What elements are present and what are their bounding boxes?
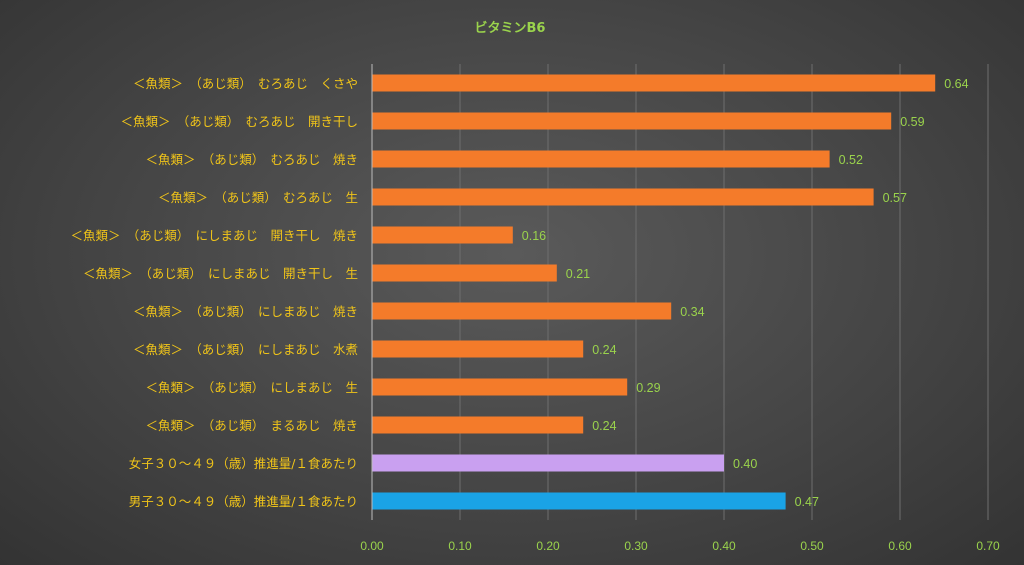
bar [372,188,874,206]
x-tick-label: 0.10 [448,539,472,553]
bar [372,74,936,92]
bar [372,112,892,130]
category-label: ＜魚類＞ （あじ類） むろあじ 焼き [145,152,358,167]
bars [372,74,936,510]
bar [372,416,584,434]
category-label: ＜魚類＞ （あじ類） にしまあじ 開き干し 生 [83,266,358,281]
category-label: ＜魚類＞ （あじ類） むろあじ 生 [158,190,358,205]
data-label: 0.21 [566,267,590,281]
chart-title: ビタミンB6 [475,20,546,36]
x-tick-label: 0.40 [712,539,736,553]
x-tick-label: 0.60 [888,539,912,553]
bar [372,226,513,244]
data-label: 0.29 [636,381,660,395]
category-label: ＜魚類＞ （あじ類） にしまあじ 水煮 [133,342,358,357]
x-tick-label: 0.50 [800,539,824,553]
data-label: 0.24 [592,343,616,357]
data-label: 0.40 [733,457,757,471]
category-label: ＜魚類＞ （あじ類） むろあじ くさや [133,76,358,91]
category-label: ＜魚類＞ （あじ類） にしまあじ 焼き [133,304,358,319]
category-labels: ＜魚類＞ （あじ類） むろあじ くさや ＜魚類＞ （あじ類） むろあじ 開き干し ＜… [70,76,358,509]
data-label: 0.57 [883,191,907,205]
category-label: ＜魚類＞ （あじ類） むろあじ 開き干し [120,114,358,129]
data-labels: 0.64 0.59 0.52 0.57 0.16 0.21 0.34 0.24 0.29 0.24… [522,77,969,509]
category-label: ＜魚類＞ （あじ類） にしまあじ 開き干し 焼き [70,228,358,243]
gridlines [459,64,989,520]
data-label: 0.24 [592,419,616,433]
bar [372,150,830,168]
x-tick-label: 0.00 [360,539,384,553]
bar [372,264,557,282]
bar [372,340,584,358]
bar [372,302,672,320]
x-axis-tick-labels: 0.00 0.10 0.20 0.30 0.40 0.50 0.60 0.70 [360,539,1000,553]
x-tick-label: 0.70 [976,539,1000,553]
x-tick-label: 0.30 [624,539,648,553]
x-tick-label: 0.20 [536,539,560,553]
category-label: ＜魚類＞ （あじ類） にしまあじ 生 [145,380,358,395]
data-label: 0.59 [900,115,924,129]
data-label: 0.34 [680,305,704,319]
bar [372,454,724,472]
bar [372,378,628,396]
category-label: 女子３０～４９（歳）推進量/１食あたり [129,456,358,471]
category-label: ＜魚類＞ （あじ類） まるあじ 焼き [145,418,358,433]
bar [372,492,786,510]
data-label: 0.16 [522,229,546,243]
data-label: 0.47 [795,495,819,509]
data-label: 0.52 [839,153,863,167]
data-label: 0.64 [944,77,968,91]
category-label: 男子３０～４９（歳）推進量/１食あたり [129,494,358,509]
